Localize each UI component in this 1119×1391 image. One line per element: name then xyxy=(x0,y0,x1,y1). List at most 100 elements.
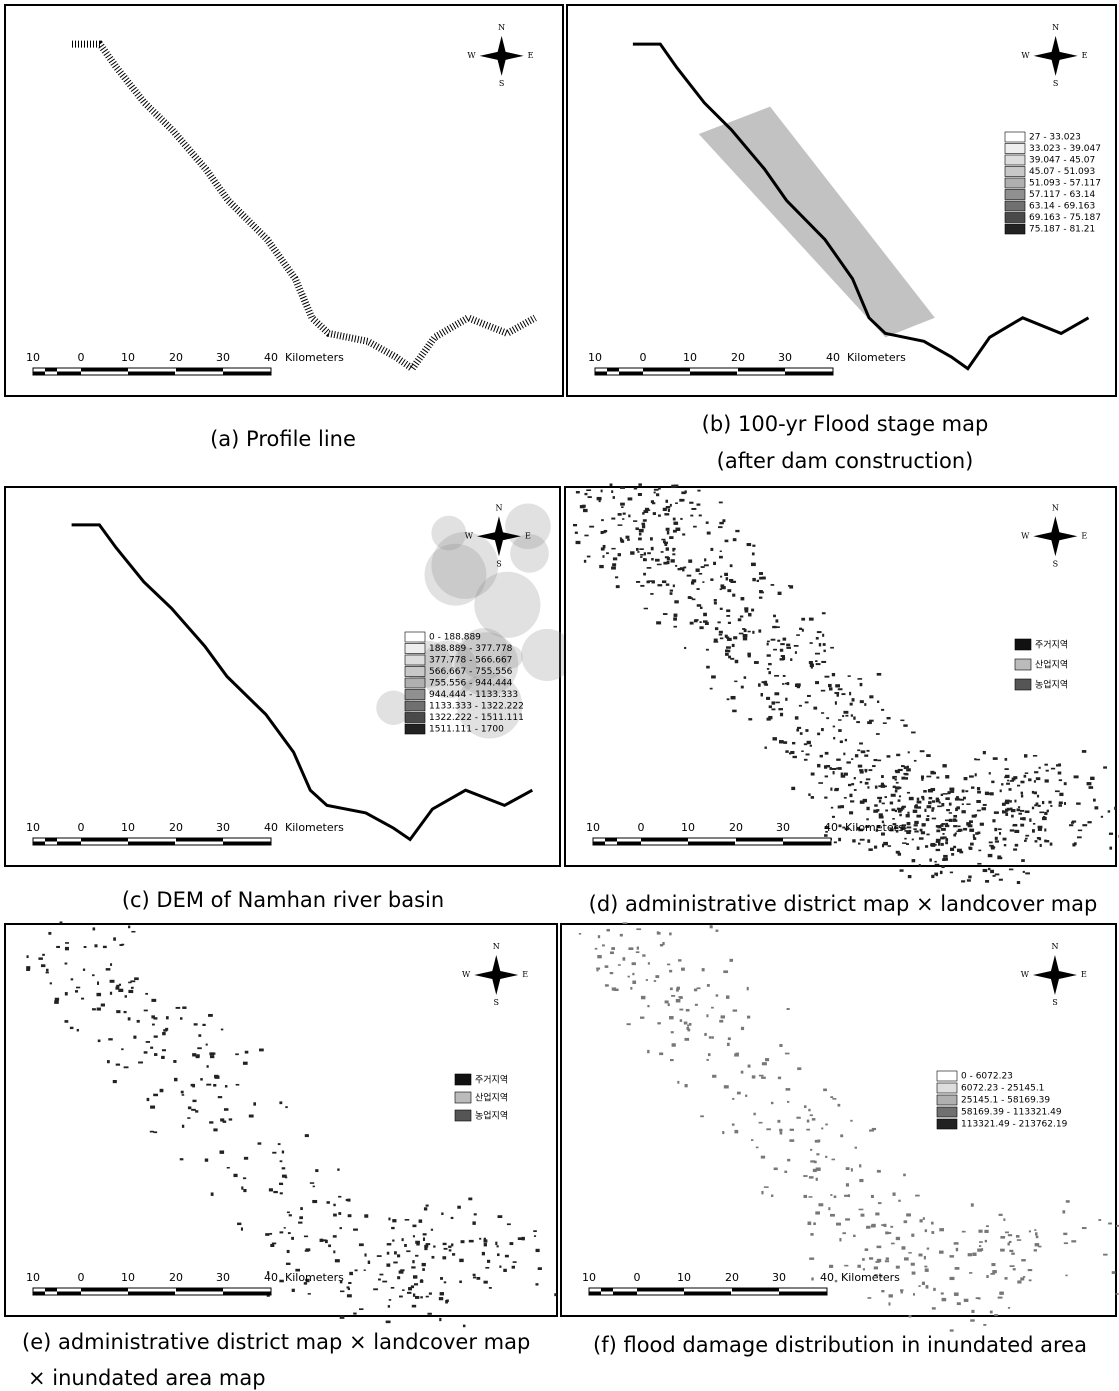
landcover-patch xyxy=(747,630,751,633)
landcover-patch xyxy=(755,1146,759,1149)
landcover-patch xyxy=(273,1190,278,1194)
landcover-patch xyxy=(878,815,884,819)
landcover-patch xyxy=(845,1218,850,1221)
landcover-patch xyxy=(195,1110,199,1113)
landcover-patch xyxy=(450,1216,454,1220)
landcover-patch xyxy=(971,1309,975,1314)
landcover-patch xyxy=(907,875,912,879)
landcover-patch xyxy=(746,1015,751,1019)
landcover-patch xyxy=(630,986,633,990)
landcover-patch xyxy=(779,1128,783,1132)
landcover-patch xyxy=(338,1195,342,1198)
landcover-patch xyxy=(1045,769,1049,772)
landcover-patch xyxy=(685,1008,690,1012)
landcover-patch xyxy=(1020,823,1025,827)
landcover-patch xyxy=(601,944,605,947)
landcover-patch xyxy=(406,1291,412,1294)
landcover-patch xyxy=(777,1119,781,1123)
landcover-patch xyxy=(924,808,927,812)
landcover-patch xyxy=(499,1265,502,1268)
landcover-patch xyxy=(96,1007,101,1011)
landcover-patch xyxy=(612,496,615,499)
landcover-patch xyxy=(83,945,87,948)
landcover-patch xyxy=(945,838,949,842)
landcover-patch xyxy=(834,788,839,792)
landcover-patch xyxy=(737,618,742,622)
landcover-patch xyxy=(597,955,602,959)
landcover-patch xyxy=(822,633,825,637)
landcover-patch xyxy=(56,945,60,949)
landcover-patch xyxy=(397,1276,401,1280)
landcover-patch xyxy=(279,1101,283,1105)
landcover-patch xyxy=(840,774,846,778)
landcover-patch xyxy=(468,1239,474,1243)
landcover-patch xyxy=(959,799,965,801)
landcover-patch xyxy=(1020,1277,1025,1281)
landcover-patch xyxy=(65,942,70,944)
scale-label: 40 xyxy=(820,1271,834,1284)
legend-swatch xyxy=(1004,177,1026,189)
landcover-patch xyxy=(410,1285,415,1289)
landcover-patch xyxy=(965,790,969,793)
landcover-patch xyxy=(876,1169,881,1173)
landcover-patch xyxy=(858,828,863,832)
landcover-patch xyxy=(810,1148,813,1151)
panel-frame xyxy=(564,486,1117,867)
landcover-patch xyxy=(914,830,919,833)
landcover-patch xyxy=(613,988,619,992)
landcover-patch xyxy=(124,995,127,998)
landcover-patch xyxy=(990,869,995,874)
landcover-patch xyxy=(776,626,780,628)
landcover-patch xyxy=(679,1019,683,1022)
landcover-patch xyxy=(969,1272,973,1274)
landcover-patch xyxy=(1058,779,1063,782)
landcover-patch xyxy=(672,517,676,521)
landcover-patch xyxy=(439,1317,442,1322)
legend-label: 57.117 - 63.14 xyxy=(1029,190,1095,200)
landcover-patch xyxy=(921,823,926,827)
landcover-patch xyxy=(1076,802,1081,805)
landcover-patch xyxy=(949,1276,955,1281)
landcover-patch xyxy=(198,1034,202,1037)
landcover-patch xyxy=(1108,1222,1112,1225)
landcover-patch xyxy=(919,828,923,832)
landcover-patch xyxy=(860,1213,865,1217)
landcover-patch xyxy=(968,820,973,824)
landcover-patch xyxy=(1093,798,1096,802)
landcover-patch xyxy=(697,489,701,492)
landcover-patch xyxy=(603,529,608,533)
landcover-patch xyxy=(671,1043,676,1047)
legend-label: 농업지역 xyxy=(475,1111,508,1122)
landcover-patch xyxy=(64,962,68,965)
landcover-patch xyxy=(772,625,777,629)
landcover-patch xyxy=(412,1235,415,1238)
scale-segment xyxy=(643,368,690,372)
landcover-patch xyxy=(881,775,884,778)
landcover-patch xyxy=(923,790,927,793)
landcover-patch xyxy=(913,1293,916,1296)
landcover-patch xyxy=(688,559,693,563)
landcover-patch xyxy=(652,512,656,516)
landcover-patch xyxy=(420,1296,423,1299)
landcover-patch xyxy=(946,808,950,812)
landcover-patch xyxy=(1003,1218,1006,1221)
landcover-patch xyxy=(832,1098,837,1100)
landcover-patch xyxy=(814,1139,820,1143)
landcover-patch xyxy=(1008,1240,1012,1243)
landcover-patch xyxy=(641,522,646,526)
landcover-patch xyxy=(1021,859,1025,862)
landcover-patch xyxy=(736,1091,741,1095)
landcover-patch xyxy=(813,1222,816,1226)
landcover-patch xyxy=(659,1052,664,1056)
landcover-patch xyxy=(672,553,676,556)
landcover-patch xyxy=(485,1266,490,1269)
landcover-patch xyxy=(906,826,912,829)
landcover-patch xyxy=(779,1044,783,1047)
landcover-patch xyxy=(900,719,905,722)
scale-label: 10 xyxy=(582,1271,596,1284)
landcover-patch xyxy=(774,674,780,677)
landcover-patch xyxy=(938,801,941,804)
landcover-patch xyxy=(832,725,836,728)
landcover-patch xyxy=(425,1204,429,1207)
landcover-patch xyxy=(446,1299,449,1303)
